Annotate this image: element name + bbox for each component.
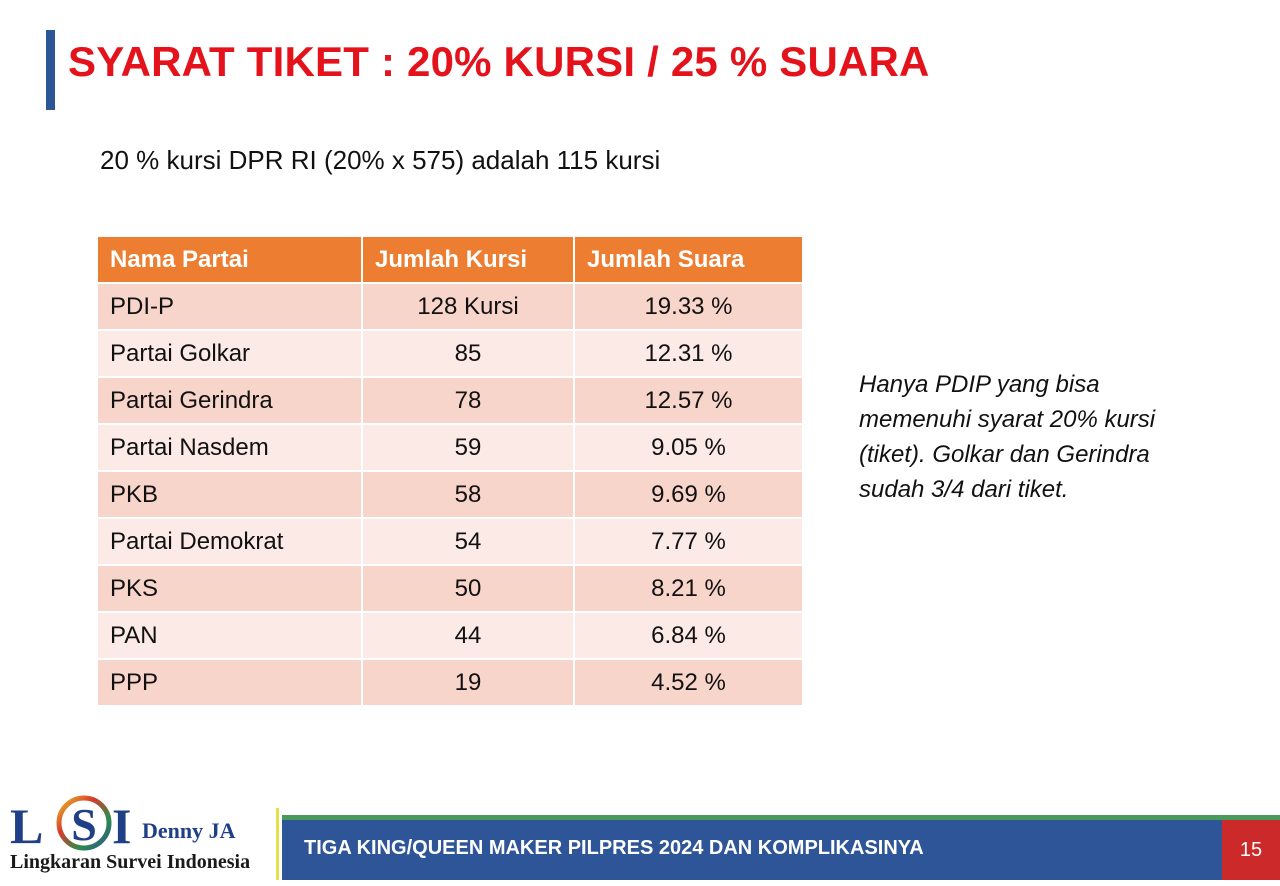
logo-letter-i: I — [112, 798, 131, 851]
footer-accent-line — [282, 815, 1280, 820]
slide-title: SYARAT TIKET : 20% KURSI / 25 % SUARA — [68, 38, 930, 85]
header-vote-share: Jumlah Suara — [573, 235, 804, 284]
vote-share-cell: 9.05 % — [573, 423, 804, 472]
logo-brand: Denny JA — [142, 818, 236, 843]
seat-count-cell: 78 — [361, 376, 575, 425]
seat-count-cell: 44 — [361, 611, 575, 660]
table-row: Partai Nasdem 59 9.05 % — [96, 423, 804, 472]
lsi-logo-mark: L S I Denny JA — [10, 795, 236, 851]
header-seat-count: Jumlah Kursi — [361, 235, 575, 284]
table-row: Partai Demokrat 54 7.77 % — [96, 517, 804, 566]
footer-bar: TIGA KING/QUEEN MAKER PILPRES 2024 DAN K… — [282, 820, 1280, 880]
party-seats-table: Nama Partai Jumlah Kursi Jumlah Suara PD… — [96, 235, 804, 707]
table-row: Partai Golkar 85 12.31 % — [96, 329, 804, 378]
seat-count-cell: 19 — [361, 658, 575, 707]
seat-count-cell: 50 — [361, 564, 575, 613]
header-party-name: Nama Partai — [96, 235, 363, 284]
logo-letter-s: S — [71, 799, 97, 850]
vote-share-cell: 12.57 % — [573, 376, 804, 425]
table-row: Partai Gerindra 78 12.57 % — [96, 376, 804, 425]
table-row: PKB 58 9.69 % — [96, 470, 804, 519]
party-name-cell: Partai Demokrat — [96, 517, 363, 566]
slide-subtitle: 20 % kursi DPR RI (20% x 575) adalah 115… — [100, 145, 661, 175]
footer-divider — [276, 808, 279, 880]
seat-count-cell: 58 — [361, 470, 575, 519]
analysis-note: Hanya PDIP yang bisa memenuhi syarat 20%… — [859, 371, 1156, 503]
lsi-logo: L S I Denny JA Lingkaran Survei Indonesi… — [8, 785, 270, 880]
table-row: PAN 44 6.84 % — [96, 611, 804, 660]
page-number: 15 — [1222, 820, 1280, 880]
party-name-cell: PKB — [96, 470, 363, 519]
vote-share-cell: 8.21 % — [573, 564, 804, 613]
vote-share-cell: 7.77 % — [573, 517, 804, 566]
party-name-cell: PDI-P — [96, 282, 363, 331]
footer-title: TIGA KING/QUEEN MAKER PILPRES 2024 DAN K… — [304, 837, 924, 859]
party-name-cell: PKS — [96, 564, 363, 613]
party-name-cell: Partai Nasdem — [96, 423, 363, 472]
seat-count-cell: 54 — [361, 517, 575, 566]
party-name-cell: PPP — [96, 658, 363, 707]
table-header-row: Nama Partai Jumlah Kursi Jumlah Suara — [96, 235, 804, 284]
vote-share-cell: 4.52 % — [573, 658, 804, 707]
seat-count-cell: 85 — [361, 329, 575, 378]
vote-share-cell: 12.31 % — [573, 329, 804, 378]
party-name-cell: PAN — [96, 611, 363, 660]
table-row: PKS 50 8.21 % — [96, 564, 804, 613]
logo-letter-l: L — [10, 798, 43, 851]
title-accent-bar — [46, 30, 55, 110]
vote-share-cell: 6.84 % — [573, 611, 804, 660]
vote-share-cell: 19.33 % — [573, 282, 804, 331]
table-row: PPP 19 4.52 % — [96, 658, 804, 707]
seat-count-cell: 59 — [361, 423, 575, 472]
seat-count-cell: 128 Kursi — [361, 282, 575, 331]
table-row: PDI-P 128 Kursi 19.33 % — [96, 282, 804, 331]
party-name-cell: Partai Golkar — [96, 329, 363, 378]
logo-tagline: Lingkaran Survei Indonesia — [10, 851, 251, 873]
party-name-cell: Partai Gerindra — [96, 376, 363, 425]
vote-share-cell: 9.69 % — [573, 470, 804, 519]
